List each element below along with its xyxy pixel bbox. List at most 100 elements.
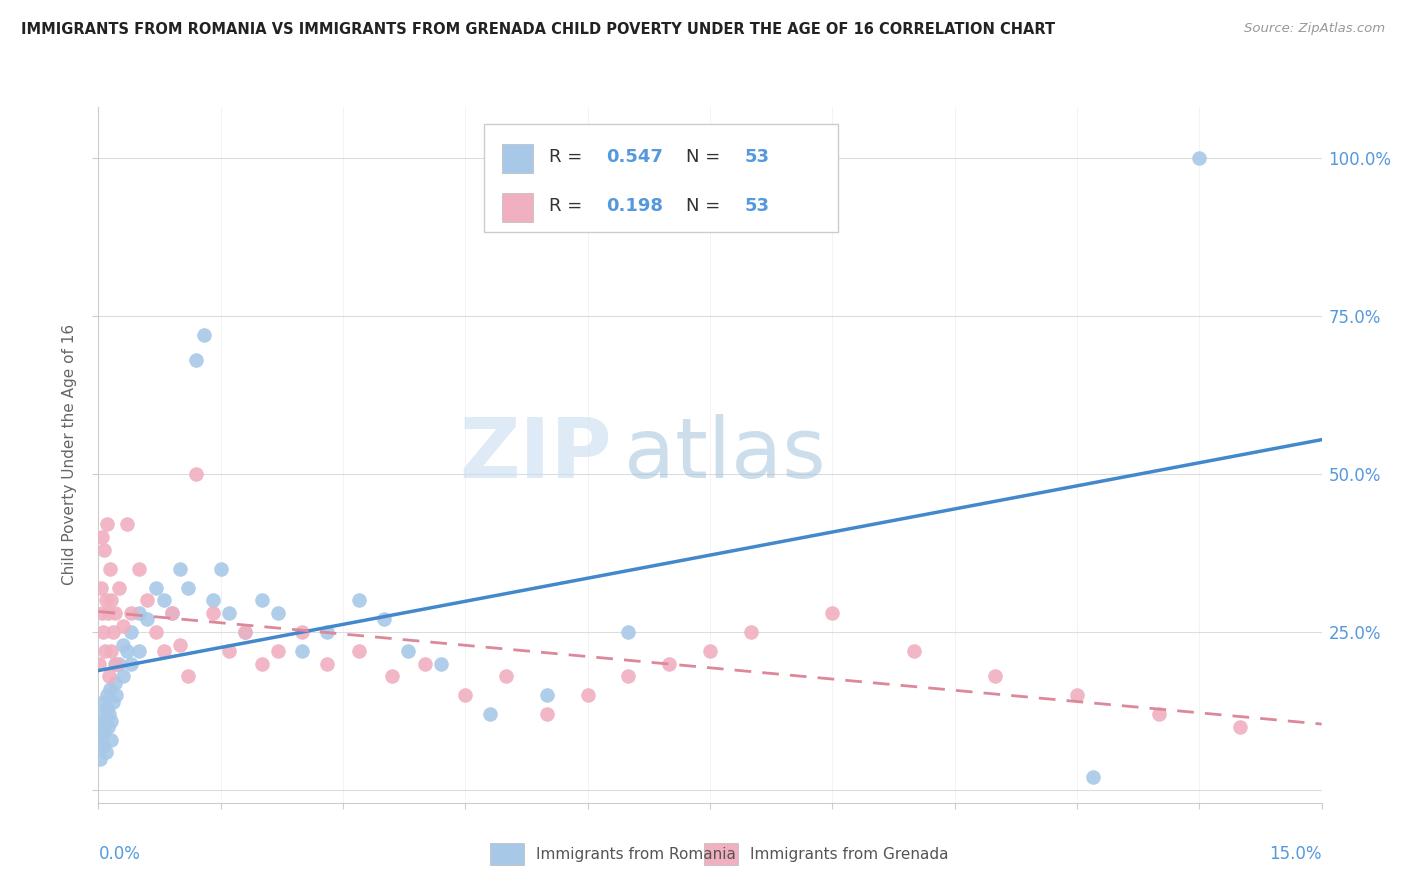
Point [100,593,122,607]
Point [430,657,453,671]
Point [617,625,640,640]
Point [90,581,112,595]
Point [120,606,142,620]
Point [89,657,111,671]
Point [105,657,128,671]
Point [495,669,517,683]
Point [111,669,134,683]
Point [115,644,138,658]
Point [98,707,121,722]
Point [233,625,256,640]
Point [315,625,337,640]
Point [201,606,224,620]
Point [96,701,118,715]
Point [984,669,1007,683]
Text: Immigrants from Romania: Immigrants from Romania [536,847,737,862]
Point [90,606,112,620]
Point [93,542,115,557]
Point [576,688,599,702]
Point [111,618,134,632]
Point [478,707,501,722]
Point [250,657,273,671]
FancyBboxPatch shape [502,193,533,222]
Text: 53: 53 [744,197,769,215]
Point [821,606,844,620]
Point [145,581,167,595]
Point [108,657,131,671]
Point [413,657,436,671]
Point [97,606,120,620]
Point [373,612,395,626]
Point [699,644,721,658]
Point [169,638,191,652]
Point [96,688,118,702]
Point [658,657,681,671]
Text: R =: R = [548,197,593,215]
Point [136,612,159,626]
Text: Immigrants from Grenada: Immigrants from Grenada [751,847,949,862]
Text: R =: R = [548,148,588,166]
Point [267,644,290,658]
Point [104,657,127,671]
Point [96,517,118,532]
Text: 0.0%: 0.0% [98,845,141,863]
Point [128,562,150,576]
Point [94,714,117,728]
Point [160,606,183,620]
Point [1188,151,1211,165]
FancyBboxPatch shape [489,843,524,865]
Point [349,593,371,607]
Point [108,581,131,595]
Point [90,720,112,734]
FancyBboxPatch shape [502,144,533,173]
Point [145,625,167,640]
Point [291,625,314,640]
Point [209,562,232,576]
Point [903,644,925,658]
Text: 53: 53 [744,148,769,166]
Point [91,625,114,640]
Text: 15.0%: 15.0% [1270,845,1322,863]
Point [201,593,224,607]
Point [94,593,117,607]
Point [218,644,240,658]
Point [233,625,256,640]
Point [94,745,117,759]
Point [1083,771,1105,785]
Point [186,353,208,368]
Point [98,681,121,696]
Point [454,688,477,702]
Point [1066,688,1088,702]
Point [396,644,419,658]
Point [381,669,404,683]
Point [120,625,142,640]
Point [105,688,128,702]
Text: IMMIGRANTS FROM ROMANIA VS IMMIGRANTS FROM GRENADA CHILD POVERTY UNDER THE AGE O: IMMIGRANTS FROM ROMANIA VS IMMIGRANTS FR… [21,22,1056,37]
Point [100,714,122,728]
Point [740,625,762,640]
Text: 0.198: 0.198 [606,197,664,215]
Text: 0.547: 0.547 [606,148,664,166]
Point [315,657,337,671]
Point [136,593,159,607]
Point [177,581,200,595]
Point [193,327,215,342]
Point [115,517,138,532]
Point [617,669,640,683]
Point [1147,707,1170,722]
Y-axis label: Child Poverty Under the Age of 16: Child Poverty Under the Age of 16 [62,325,77,585]
Point [91,695,114,709]
Point [91,739,114,753]
Point [250,593,273,607]
Point [89,751,111,765]
Point [186,467,208,481]
Text: ZIP: ZIP [460,415,612,495]
Text: Source: ZipAtlas.com: Source: ZipAtlas.com [1244,22,1385,36]
Point [97,720,120,734]
Point [91,530,114,544]
Point [104,606,127,620]
Point [536,707,558,722]
Point [177,669,200,683]
Point [152,593,174,607]
Point [90,732,112,747]
